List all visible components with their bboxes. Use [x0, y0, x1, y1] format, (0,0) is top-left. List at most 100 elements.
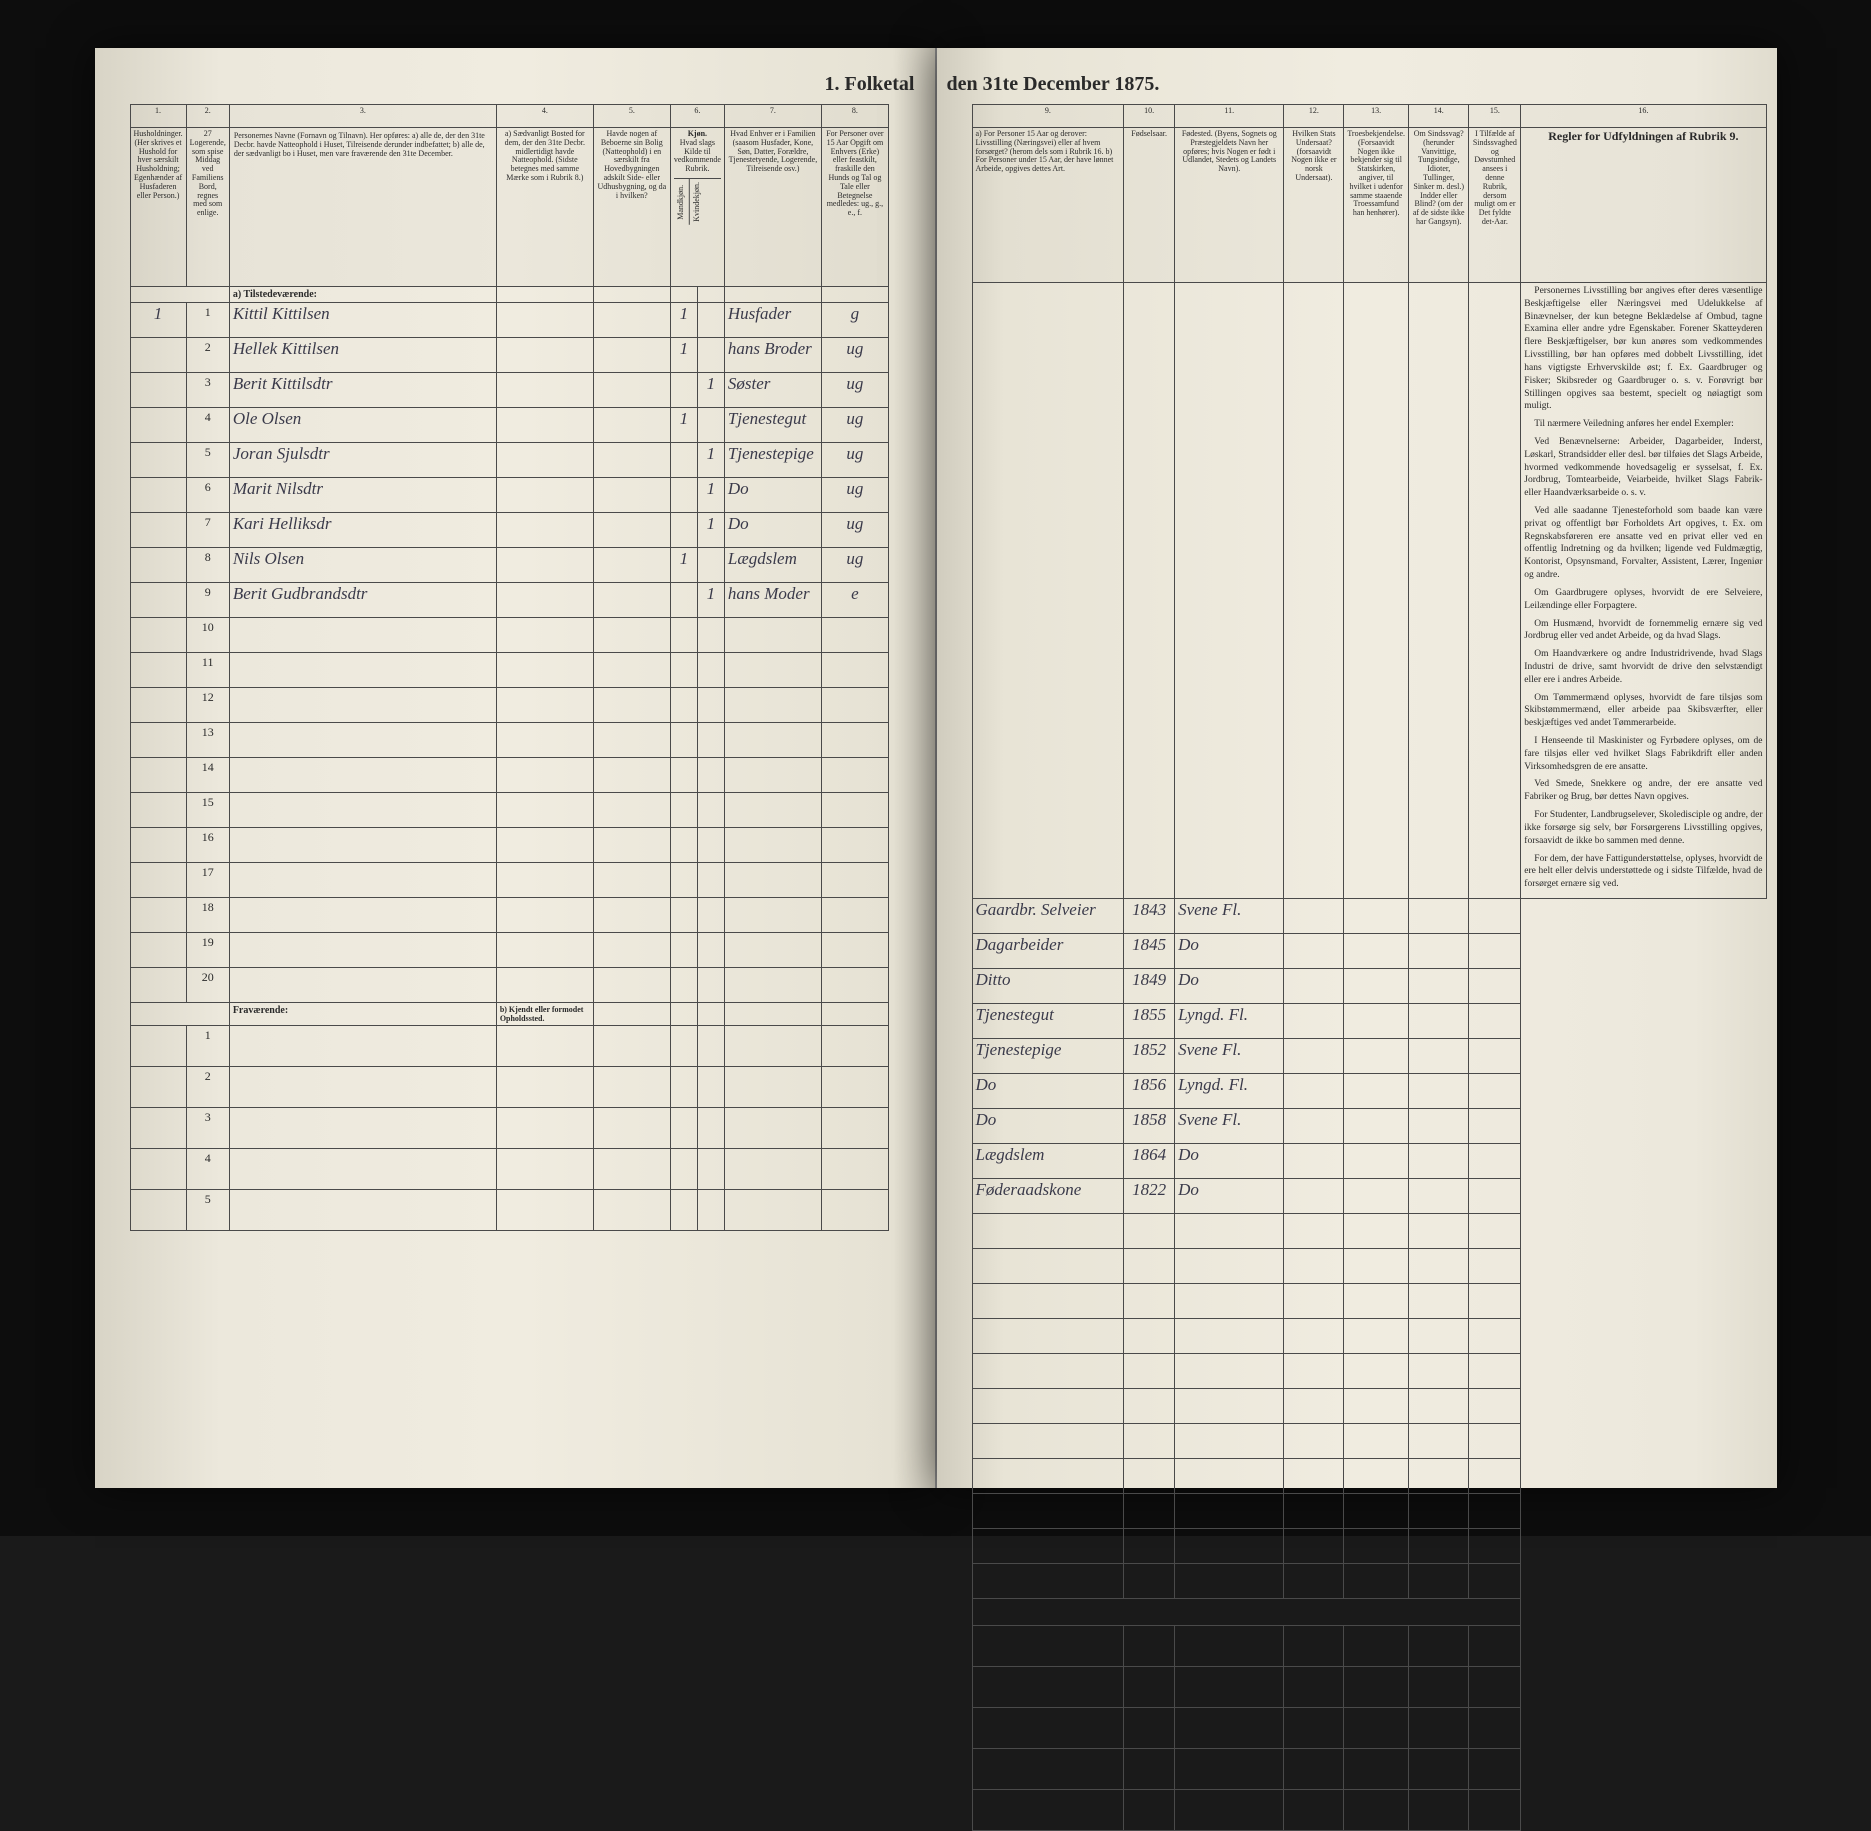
table-row: Do1856Lyngd. Fl.: [972, 1073, 1766, 1108]
fravaer-num: 4: [186, 1149, 229, 1190]
birthplace: Do: [1175, 968, 1284, 1003]
fravaer-num: 1: [186, 1026, 229, 1067]
fravaer-row: [972, 1707, 1766, 1748]
person-num: 4: [186, 408, 229, 443]
occupation: Do: [972, 1108, 1124, 1143]
sex-m: [670, 513, 697, 548]
instruction-paragraph: Om Husmænd, hvorvidt de fornemmelig ernæ…: [1524, 618, 1762, 644]
c12-cell: [1284, 1178, 1344, 1213]
h6-m: Mandkjøn.: [674, 179, 690, 225]
person-name: Kari Helliksdr: [229, 513, 496, 548]
person-num: 20: [186, 968, 229, 1003]
c13-cell: [1344, 1108, 1409, 1143]
col4-cell: [496, 443, 593, 478]
birth-year: 1856: [1124, 1073, 1175, 1108]
occupation: Tjenestegut: [972, 1003, 1124, 1038]
table-row: Gaardbr. Selveier1843Svene Fl.: [972, 898, 1766, 933]
household-num: [130, 548, 186, 583]
h2: 27 Logerende, som spise Middag ved Famil…: [186, 128, 229, 287]
household-num: [130, 443, 186, 478]
marital-status: ug: [821, 478, 888, 513]
col2-num: 2.: [186, 105, 229, 128]
c12-cell: [1284, 1073, 1344, 1108]
sex-k: [697, 338, 724, 373]
table-row-empty: 18: [130, 898, 888, 933]
person-num: 3: [186, 373, 229, 408]
sex-k: 1: [697, 583, 724, 618]
c12-cell: [1284, 933, 1344, 968]
col6-num: 6.: [670, 105, 724, 128]
table-row: Dagarbeider1845Do: [972, 933, 1766, 968]
birth-year: 1845: [1124, 933, 1175, 968]
fravaerende-label: Fraværende:: [229, 1003, 496, 1026]
birthplace: Lyngd. Fl.: [1175, 1073, 1284, 1108]
person-name: Berit Gudbrandsdtr: [229, 583, 496, 618]
sex-m: [670, 443, 697, 478]
c13-cell: [1344, 1073, 1409, 1108]
table-row: 9Berit Gudbrandsdtr1hans Modere: [130, 583, 888, 618]
sex-k: [697, 548, 724, 583]
instruction-paragraph: Ved alle saadanne Tjenesteforhold som ba…: [1524, 505, 1762, 582]
person-num: 12: [186, 688, 229, 723]
person-num: 18: [186, 898, 229, 933]
col4-cell: [496, 583, 593, 618]
fravaer-row: [972, 1748, 1766, 1789]
occupation: Lægdslem: [972, 1143, 1124, 1178]
sex-m: [670, 583, 697, 618]
col11-num: 11.: [1175, 105, 1284, 128]
birthplace: Do: [1175, 1178, 1284, 1213]
sex-m: [670, 373, 697, 408]
col4-cell: [496, 408, 593, 443]
col9-num: 9.: [972, 105, 1124, 128]
family-role: hans Moder: [724, 583, 821, 618]
col5-cell: [593, 583, 670, 618]
fravaer-row: [972, 1625, 1766, 1666]
col7-num: 7.: [724, 105, 821, 128]
table-row: 2Hellek Kittilsen1hans Broderug: [130, 338, 888, 373]
c13-cell: [1344, 1003, 1409, 1038]
person-num: 6: [186, 478, 229, 513]
occupation: Ditto: [972, 968, 1124, 1003]
c14-cell: [1409, 898, 1469, 933]
c13-cell: [1344, 1178, 1409, 1213]
person-name: Nils Olsen: [229, 548, 496, 583]
person-num: 2: [186, 338, 229, 373]
table-row-empty: 12: [130, 688, 888, 723]
fravaerende-header-row: Fraværende: b) Kjendt eller formodet Oph…: [130, 1003, 888, 1026]
col15-num: 15.: [1469, 105, 1521, 128]
birth-year: 1822: [1124, 1178, 1175, 1213]
fravaer-row: [972, 1789, 1766, 1830]
marital-status: ug: [821, 548, 888, 583]
h14: Om Sindssvag? (herunder Vanvittige, Tung…: [1409, 128, 1469, 283]
c15-cell: [1469, 968, 1521, 1003]
family-role: Husfader: [724, 303, 821, 338]
col4-cell: [496, 548, 593, 583]
household-num: [130, 373, 186, 408]
sex-m: 1: [670, 408, 697, 443]
person-name: Kittil Kittilsen: [229, 303, 496, 338]
page-title-left: 1. Folketal: [95, 73, 935, 96]
header-desc-row-right: a) For Personer 15 Aar og derover: Livss…: [972, 128, 1766, 283]
person-num: 17: [186, 863, 229, 898]
sex-m: 1: [670, 548, 697, 583]
col14-num: 14.: [1409, 105, 1469, 128]
c12-cell: [1284, 1143, 1344, 1178]
tilstedevarende-row: a) Tilstedeværende:: [130, 287, 888, 303]
sex-k: 1: [697, 373, 724, 408]
marital-status: ug: [821, 408, 888, 443]
table-row-empty: 17: [130, 863, 888, 898]
table-row: Tjenestegut1855Lyngd. Fl.: [972, 1003, 1766, 1038]
data-rows-left: 11Kittil Kittilsen1Husfaderg2Hellek Kitt…: [130, 303, 888, 618]
birthplace: Lyngd. Fl.: [1175, 1003, 1284, 1038]
fravaer-row: 1: [130, 1026, 888, 1067]
table-row-empty: 16: [130, 828, 888, 863]
family-role: Søster: [724, 373, 821, 408]
data-rows-right: Gaardbr. Selveier1843Svene Fl.Dagarbeide…: [972, 898, 1766, 1213]
col5-cell: [593, 303, 670, 338]
birth-year: 1843: [1124, 898, 1175, 933]
table-row-empty: [972, 1563, 1766, 1598]
c13-cell: [1344, 1143, 1409, 1178]
family-role: Do: [724, 513, 821, 548]
empty-rows-right: [972, 1213, 1766, 1598]
c15-cell: [1469, 1143, 1521, 1178]
